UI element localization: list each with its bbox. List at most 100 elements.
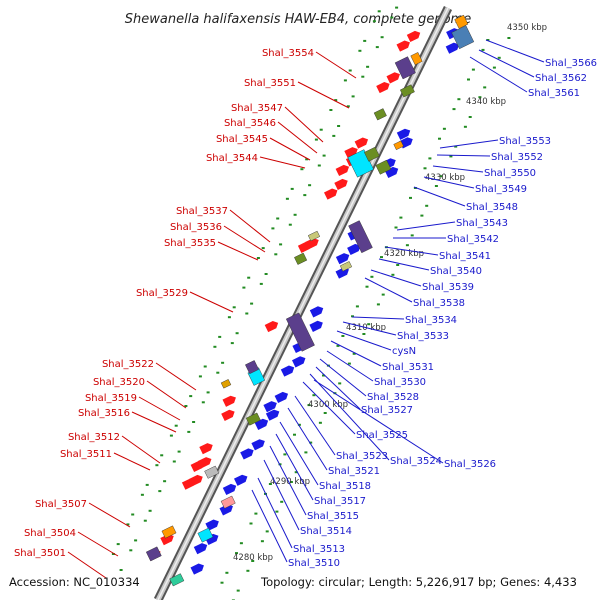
gc-dot: [160, 454, 164, 457]
forward-gene-arrow: [386, 72, 400, 84]
gc-dot: [271, 227, 275, 230]
gc-dot: [322, 154, 326, 157]
kbp-tick: 4280 kbp: [233, 553, 273, 563]
gene-label: Shal_3514: [300, 526, 352, 537]
gc-dot: [285, 197, 289, 200]
kbp-tick: 4300 kbp: [308, 400, 348, 410]
gene-block: [410, 52, 423, 66]
gene-label: Shal_3541: [439, 251, 491, 262]
gc-dot: [348, 69, 352, 72]
gc-dot: [216, 371, 220, 374]
gc-dot: [367, 323, 371, 326]
reverse-gene-arrow: [193, 543, 208, 555]
gene-label: Shal_3515: [307, 511, 359, 522]
gc-dot: [308, 184, 312, 187]
gene-label: Shal_3501: [14, 548, 66, 559]
gc-dot: [307, 404, 311, 407]
gc-dot: [187, 430, 191, 433]
gc-dot: [355, 305, 359, 308]
gc-dot: [449, 155, 453, 158]
map-title: Shewanella halifaxensis HAW-EB4, complet…: [125, 12, 471, 27]
gene-label: Shal_3533: [397, 331, 449, 342]
gc-dot: [463, 125, 467, 128]
gene-label: Shal_3552: [491, 152, 543, 163]
forward-gene-arrow: [264, 321, 279, 333]
right-label-leaders: [251, 39, 545, 563]
gene-label: Shal_3537: [176, 206, 228, 217]
gc-dot: [323, 412, 327, 414]
gc-dot: [236, 589, 240, 592]
gc-dot: [260, 540, 264, 543]
gene-label: Shal_3543: [456, 218, 508, 229]
forward-gene-arrow: [181, 478, 196, 490]
gc-dot: [376, 303, 380, 306]
gene-block: [348, 220, 373, 254]
forward-gene-arrow: [324, 188, 338, 200]
gc-dot: [362, 333, 366, 335]
gc-dot: [347, 362, 351, 365]
gene-label: Shal_3534: [405, 315, 457, 326]
gc-dot: [332, 134, 336, 137]
gc-dot: [264, 273, 268, 275]
reverse-gene-arrow: [263, 401, 277, 413]
gc-dot: [239, 542, 243, 545]
forward-gene-arrow: [335, 164, 350, 177]
gene-label: Shal_3547: [231, 103, 283, 114]
gc-dot: [372, 20, 376, 23]
reverse-gene-arrow: [274, 391, 289, 404]
gc-dot: [218, 335, 222, 338]
gene-block: [285, 312, 315, 352]
reverse-gene-arrow: [222, 483, 237, 496]
gc-dot: [274, 253, 278, 256]
gc-dot: [318, 421, 322, 424]
gene-label: Shal_3521: [328, 466, 380, 477]
gc-dot: [111, 553, 115, 555]
gc-dot: [338, 382, 342, 385]
gc-dot: [420, 214, 424, 217]
gene-block: [394, 56, 416, 80]
gc-dot: [434, 185, 438, 187]
gc-dot: [396, 264, 400, 266]
gc-dot: [198, 375, 202, 378]
gc-dot: [276, 217, 280, 220]
gc-dot: [409, 196, 412, 199]
gene-label: Shal_3526: [444, 459, 496, 470]
gc-dot: [497, 56, 501, 59]
gene-label: Shal_3542: [447, 234, 499, 245]
forward-gene-arrow: [160, 534, 174, 546]
gc-dot: [423, 167, 427, 170]
genome-backbone: [153, 6, 453, 600]
gene-label: Shal_3512: [68, 432, 120, 443]
gc-dot: [329, 109, 333, 111]
gc-dot: [235, 332, 239, 335]
gene-label: Shal_3539: [422, 282, 474, 293]
gc-dot: [283, 453, 287, 456]
gc-dot: [405, 244, 409, 247]
gc-dot: [254, 512, 258, 515]
gc-dot: [370, 275, 374, 278]
gene-label: Shal_3566: [545, 58, 597, 69]
gc-dot: [184, 405, 188, 407]
gc-dot: [483, 86, 487, 89]
gene-label: Shal_3524: [390, 456, 442, 467]
gc-dot: [410, 234, 414, 237]
gene-block: [204, 465, 220, 479]
gc-dot: [246, 569, 250, 572]
gene-label: Shal_3527: [361, 405, 413, 416]
reverse-gene-arrow: [190, 563, 204, 575]
gene-block: [364, 146, 380, 162]
gc-dot: [395, 6, 399, 9]
gc-dot: [351, 95, 355, 98]
gc-dot: [438, 137, 441, 140]
gene-block: [220, 495, 236, 509]
gc-dot: [275, 510, 279, 513]
gene-block: [451, 25, 475, 50]
gene-label: Shal_3525: [356, 430, 408, 441]
gc-dot: [394, 226, 398, 229]
gene-label: Shal_3561: [528, 88, 580, 99]
gene-block: [294, 252, 308, 265]
gene-block: [145, 546, 162, 562]
gc-dot: [213, 345, 217, 348]
reverse-gene-arrow: [445, 42, 460, 54]
gc-dot: [303, 194, 307, 197]
